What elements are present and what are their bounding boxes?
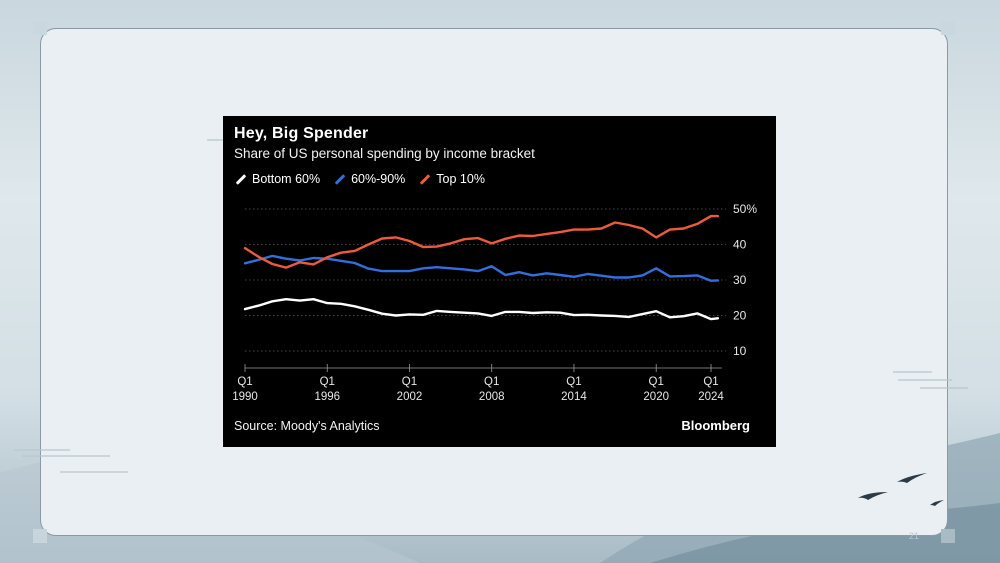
chart-source: Source: Moody's Analytics bbox=[234, 419, 380, 433]
x-tick-label-year: 1996 bbox=[314, 391, 340, 403]
x-tick-label-year: 2014 bbox=[561, 391, 587, 403]
x-tick-label-quarter: Q1 bbox=[566, 376, 581, 388]
series-line-top-10- bbox=[243, 214, 720, 269]
x-tick-label-year: 2008 bbox=[479, 391, 505, 403]
x-tick-label-quarter: Q1 bbox=[484, 376, 499, 388]
x-tick-label-year: 2020 bbox=[643, 391, 669, 403]
x-tick-label-quarter: Q1 bbox=[649, 376, 664, 388]
series-line-60-90- bbox=[243, 254, 720, 282]
y-tick-label: 50% bbox=[733, 202, 757, 216]
legend-label: Top 10% bbox=[436, 172, 485, 186]
legend-label: Bottom 60% bbox=[252, 172, 321, 186]
x-tick-label-quarter: Q1 bbox=[320, 376, 335, 388]
chart-title: Hey, Big Spender bbox=[234, 125, 369, 142]
legend-label: 60%-90% bbox=[351, 172, 406, 186]
chart-legend: Bottom 60% 60%-90% Top 10% bbox=[235, 172, 485, 186]
y-tick-label: 30 bbox=[733, 273, 747, 287]
legend-item-bottom-60: Bottom 60% bbox=[235, 172, 320, 186]
series-line-bottom-60- bbox=[243, 297, 720, 321]
x-tick-label-quarter: Q1 bbox=[703, 376, 718, 388]
x-tick-label-quarter: Q1 bbox=[237, 376, 252, 388]
x-tick-label-year: 2024 bbox=[698, 391, 724, 403]
page-number: 21 bbox=[909, 531, 920, 541]
legend-item-60-90: 60%-90% bbox=[334, 172, 405, 186]
y-tick-label: 10 bbox=[733, 344, 747, 358]
chart-panel: Hey, Big Spender Share of US personal sp… bbox=[223, 116, 776, 447]
line-chart-plot: 50% 40 30 20 10 Q1 1990 Q1 1996 Q1 2002 Q1 2008 Q1 201… bbox=[232, 202, 757, 403]
legend-item-top-10: Top 10% bbox=[419, 172, 485, 186]
x-tick-label-year: 1990 bbox=[232, 391, 258, 403]
chart-subtitle: Share of US personal spending by income … bbox=[234, 146, 535, 161]
y-tick-label: 20 bbox=[733, 309, 747, 323]
x-tick-label-year: 2002 bbox=[397, 391, 423, 403]
y-tick-label: 40 bbox=[733, 238, 747, 252]
x-tick-label-quarter: Q1 bbox=[402, 376, 417, 388]
bloomberg-logo: Bloomberg bbox=[681, 418, 750, 433]
